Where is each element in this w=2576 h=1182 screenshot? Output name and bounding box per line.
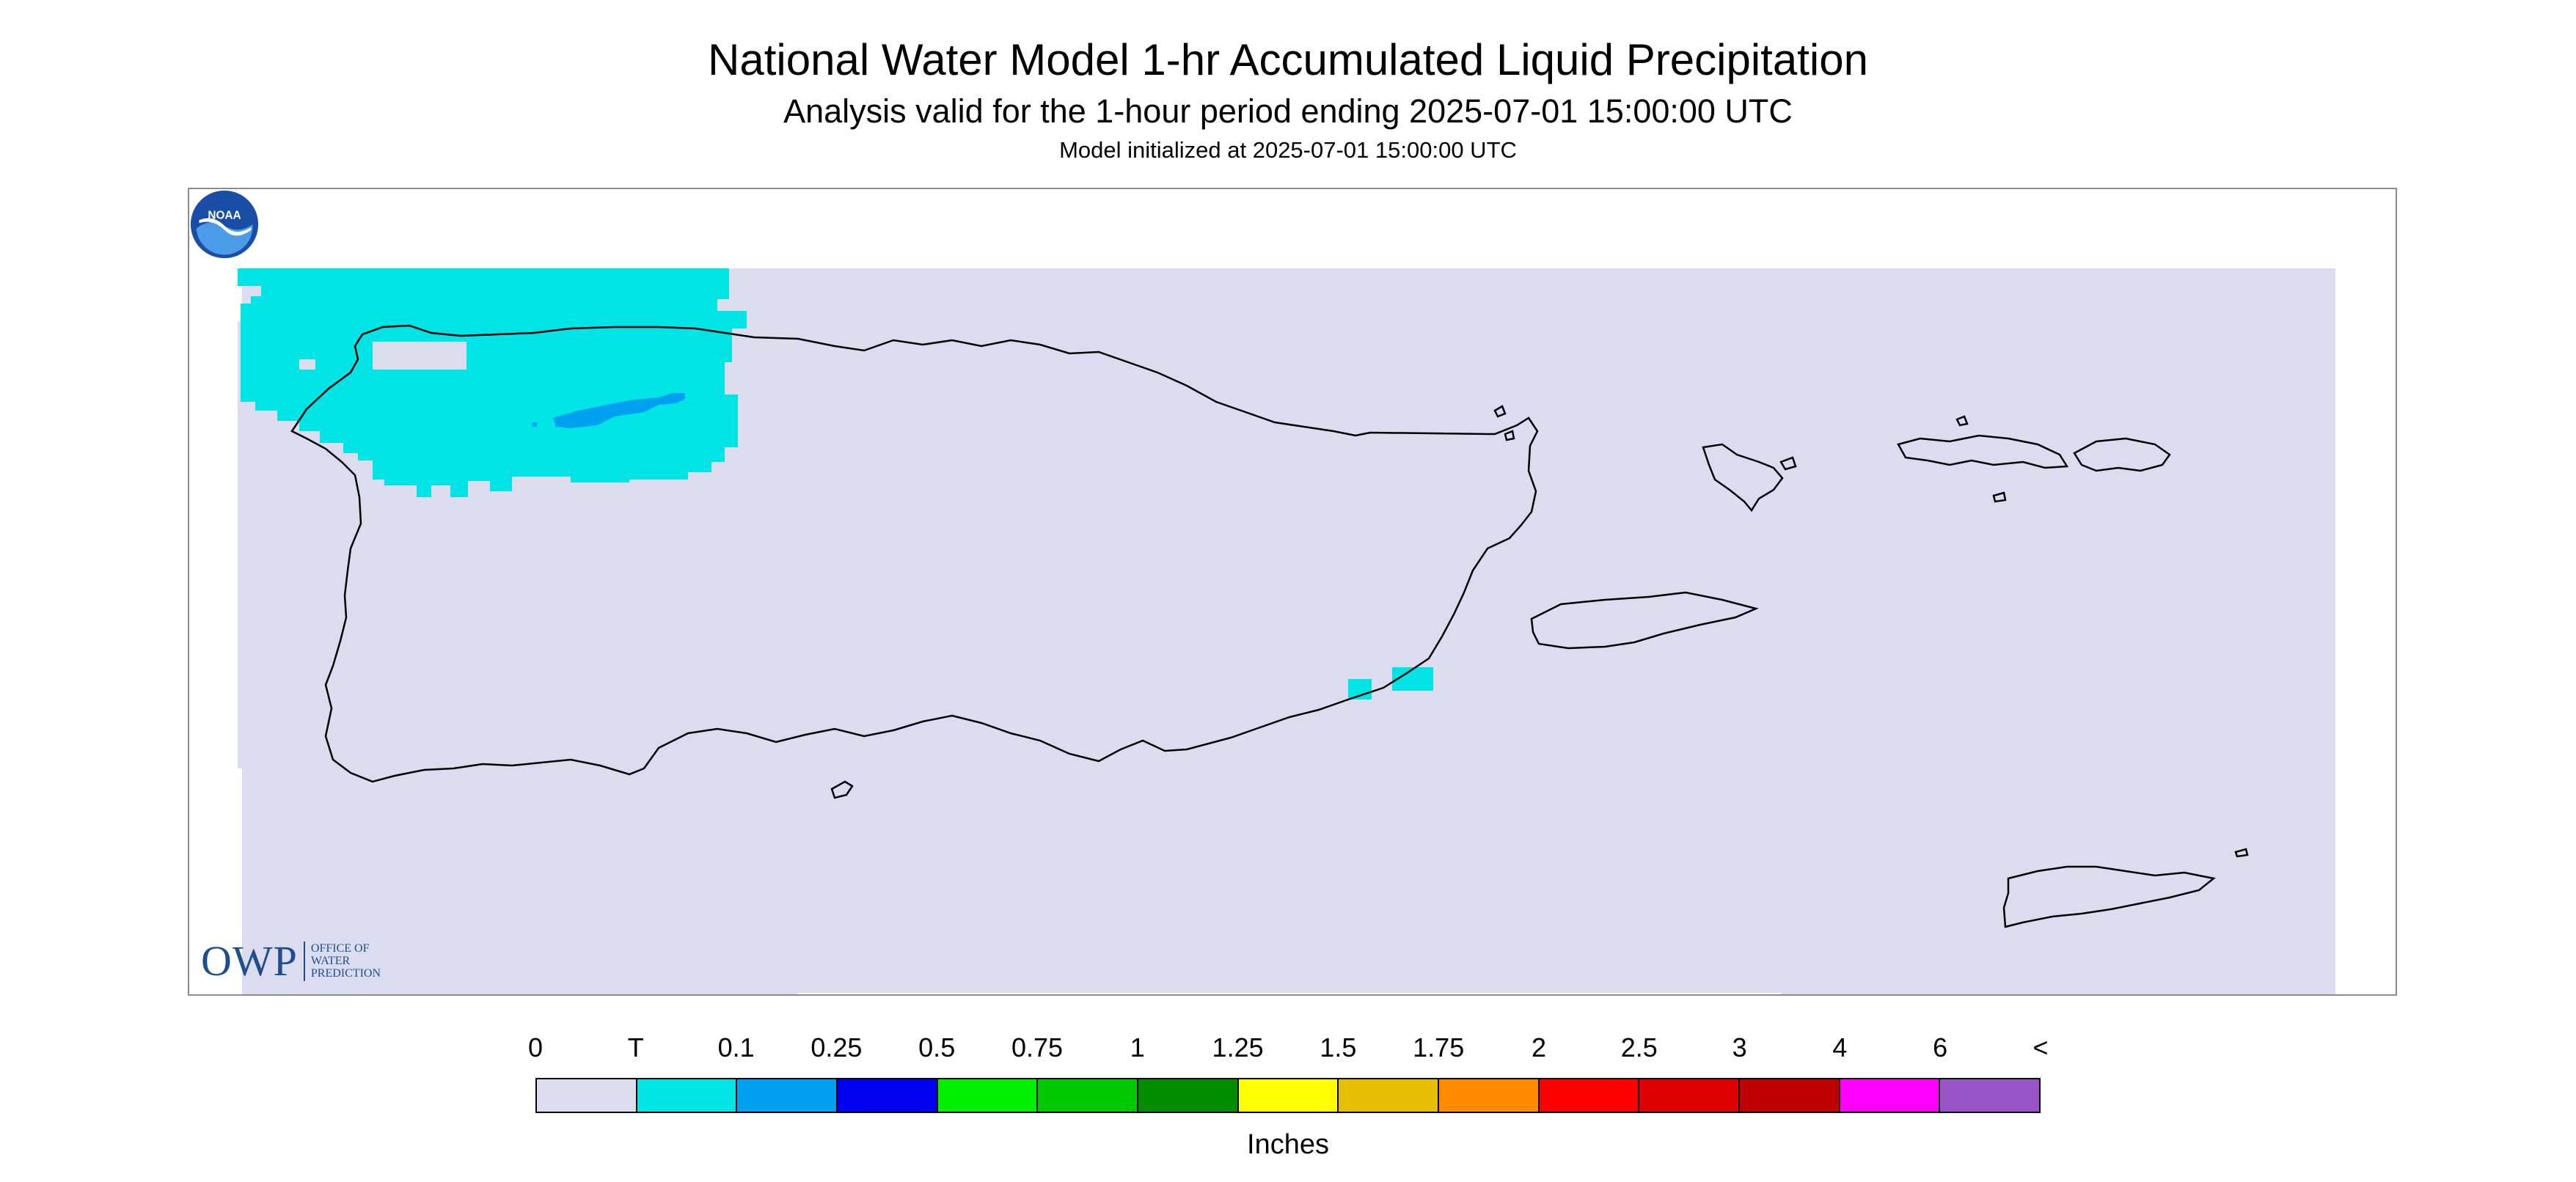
small-island-5	[1992, 491, 2007, 503]
trace-precip-gap	[373, 342, 466, 370]
legend-tick-label: 2	[1531, 1032, 1547, 1062]
color-bar-segment	[637, 1079, 738, 1112]
trace-precip-gap-small	[299, 359, 315, 370]
st-croix-coastline	[2002, 865, 2216, 928]
small-island-6	[2234, 848, 2249, 858]
legend-tick-label: 3	[1732, 1032, 1747, 1062]
legend-tick-label: 0.5	[918, 1032, 956, 1062]
culebra-coastline	[1702, 443, 1784, 513]
owp-line-3: PREDICTION	[310, 967, 381, 980]
legend-tick-label: 2.5	[1620, 1032, 1658, 1062]
color-bar-segment	[1138, 1079, 1239, 1112]
small-island-2	[1504, 430, 1515, 441]
st-john-coastline	[2073, 437, 2171, 472]
legend-tick-label: 0	[527, 1032, 544, 1062]
small-island-3	[1779, 456, 1797, 471]
legend-units: Inches	[1247, 1129, 1329, 1160]
puerto-rico-coastline	[290, 324, 1539, 783]
coastlines	[290, 324, 2249, 928]
small-island-1	[1493, 405, 1507, 418]
map-title: National Water Model 1-hr Accumulated Li…	[708, 35, 1868, 84]
legend-labels: 0 T 0.1 0.25 0.5 0.75 1 1.25 1.5 1.75 2 2.5 3 4 6 <	[0, 1032, 2576, 1069]
color-bar-segment	[737, 1079, 838, 1112]
model-init-text: Model initialized at 2025-07-01 15:00:00…	[1059, 137, 1517, 163]
no-precip-field-left-gap	[238, 321, 244, 768]
map-subtitle: Analysis valid for the 1-hour period end…	[783, 92, 1793, 130]
vieques-coastline	[1530, 591, 1759, 650]
color-bar-segment	[1339, 1079, 1440, 1112]
color-bar-segment	[1740, 1079, 1840, 1112]
color-bar-segment	[1539, 1079, 1640, 1112]
legend-tick-label: 6	[1933, 1032, 1948, 1062]
legend-tick-label: 1.25	[1212, 1032, 1264, 1062]
legend-tick-label: 0.1	[717, 1032, 755, 1062]
owp-logo: OWP OFFICE OF WATER PREDICTION	[201, 936, 381, 985]
color-bar	[535, 1078, 2041, 1113]
legend-tick-label: 4	[1832, 1032, 1848, 1062]
color-bar-segment	[838, 1079, 938, 1112]
map-frame: OWP OFFICE OF WATER PREDICTION NOAA	[188, 188, 2397, 996]
color-bar-segment	[1238, 1079, 1339, 1112]
legend-tick-label: 0.25	[811, 1032, 863, 1062]
legend-tick-label: 1	[1130, 1032, 1145, 1062]
color-bar-segment	[1639, 1079, 1741, 1112]
owp-line-1: OFFICE OF	[310, 942, 370, 955]
legend-tick-label: 0.75	[1011, 1032, 1064, 1062]
light-precip-area	[553, 393, 685, 428]
owp-logo-text: OWP	[201, 937, 298, 985]
owp-line-2: WATER	[310, 955, 351, 967]
owp-logo-subtext: OFFICE OF WATER PREDICTION	[311, 942, 381, 980]
color-bar-segment	[1940, 1079, 2040, 1112]
noaa-logo-icon: NOAA	[190, 190, 259, 259]
legend-tick-label: 1.5	[1320, 1032, 1357, 1062]
legend-tick-label: <	[2032, 1032, 2049, 1062]
legend-tick-label: T	[627, 1032, 644, 1062]
small-island-4	[1955, 415, 1969, 427]
color-bar-segment	[1439, 1079, 1540, 1112]
light-precip-dot	[533, 422, 537, 427]
color-bar-segment	[937, 1079, 1039, 1112]
precipitation-map	[238, 268, 2335, 994]
st-thomas-coastline	[1897, 434, 2069, 469]
color-bar-segment	[1840, 1079, 1941, 1112]
mona-island-coastline	[830, 780, 854, 799]
trace-precip-area	[238, 268, 747, 497]
color-bar-segment	[537, 1079, 637, 1112]
map-bottom-gap	[798, 993, 1781, 994]
legend-tick-label: 1.75	[1413, 1032, 1465, 1062]
noaa-logo-text: NOAA	[208, 209, 241, 221]
color-bar-segment	[1038, 1079, 1139, 1112]
owp-logo-divider	[303, 941, 305, 981]
